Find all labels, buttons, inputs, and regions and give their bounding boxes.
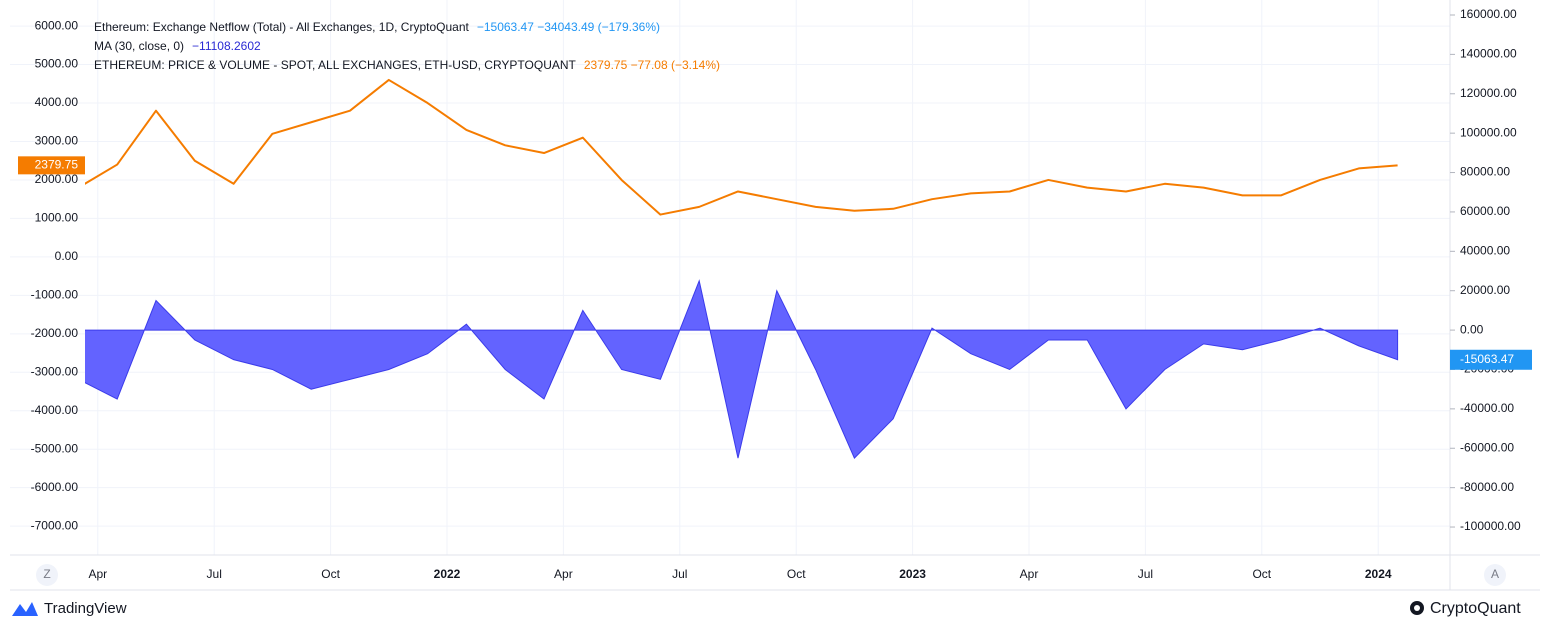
last-value-label: -15063.47 [1460,352,1514,366]
y2-tick-label: 80000.00 [1460,165,1510,179]
y-tick-label: -6000.00 [31,480,79,494]
scale-button-label[interactable]: Z [43,567,50,581]
legend-stats: −15063.47 −34043.49 (−179.36%) [477,20,660,34]
x-tick-label: Oct [787,567,806,581]
last-value-badge [1450,349,1532,370]
x-tick-label: Jul [672,567,687,581]
y2-tick-label: -40000.00 [1460,401,1514,415]
legend-entry: MA (30, close, 0) −11108.2602 [94,39,261,53]
y-tick-label: -2000.00 [31,326,79,340]
y2-tick-label: 20000.00 [1460,283,1510,297]
x-tick-label: 2023 [899,567,926,581]
legend-name: Ethereum: Exchange Netflow (Total) - All… [94,20,470,34]
y-tick-label: 2000.00 [35,172,79,186]
auto-button[interactable] [1484,564,1506,586]
x-tick-label: Apr [1020,567,1039,581]
x-tick-label: 2024 [1365,567,1392,581]
y2-tick-label: 60000.00 [1460,204,1510,218]
price-line [85,78,1398,216]
x-tick-label: Jul [1138,567,1153,581]
scale-button[interactable] [36,564,58,586]
legend-entry: Ethereum: Exchange Netflow (Total) - All… [94,20,660,34]
y2-tick-label: 160000.00 [1460,7,1517,21]
auto-button-label[interactable]: A [1491,567,1499,581]
y-tick-label: 6000.00 [35,18,79,32]
y2-tick-label: 140000.00 [1460,47,1517,61]
x-tick-label: Apr [88,567,107,581]
x-tick-label: Oct [1252,567,1271,581]
last-value-label: 2379.75 [35,158,79,172]
y-tick-label: 5000.00 [35,57,79,71]
y-tick-label: -3000.00 [31,364,79,378]
legend-stats: 2379.75 −77.08 (−3.14%) [584,58,720,72]
y-tick-label: 1000.00 [35,211,79,225]
y-tick-label: -5000.00 [31,441,79,455]
x-tick-label: Oct [321,567,340,581]
netflow-area [85,279,1399,459]
x-tick-label: 2022 [434,567,461,581]
y2-tick-label: 100000.00 [1460,125,1517,139]
legend-name: MA (30, close, 0) [94,39,184,53]
y-tick-label: 4000.00 [35,95,79,109]
brand-left: TradingView [44,600,127,617]
legend-entry: ETHEREUM: PRICE & VOLUME - SPOT, ALL EXC… [94,58,720,72]
brand-right: CryptoQuant [1430,600,1521,617]
y2-tick-label: -60000.00 [1460,440,1514,454]
tradingview-logo [12,602,38,616]
cryptoquant-logo-inner [1414,605,1420,611]
legend-name: ETHEREUM: PRICE & VOLUME - SPOT, ALL EXC… [94,58,577,72]
x-tick-label: Apr [554,567,573,581]
y2-tick-label: 0.00 [1460,322,1484,336]
y2-tick-label: 40000.00 [1460,243,1510,257]
last-value-badge [18,156,85,175]
y-tick-label: -7000.00 [31,518,79,532]
y-tick-label: -1000.00 [31,288,79,302]
y-tick-label: 0.00 [55,249,79,263]
y2-tick-label: -80000.00 [1460,480,1514,494]
y2-tick-label: -100000.00 [1460,519,1521,533]
x-tick-label: Jul [207,567,222,581]
legend-stats: −11108.2602 [192,39,261,53]
y-tick-label: -4000.00 [31,403,79,417]
y2-tick-label: 120000.00 [1460,86,1517,100]
y-tick-label: 3000.00 [35,134,79,148]
